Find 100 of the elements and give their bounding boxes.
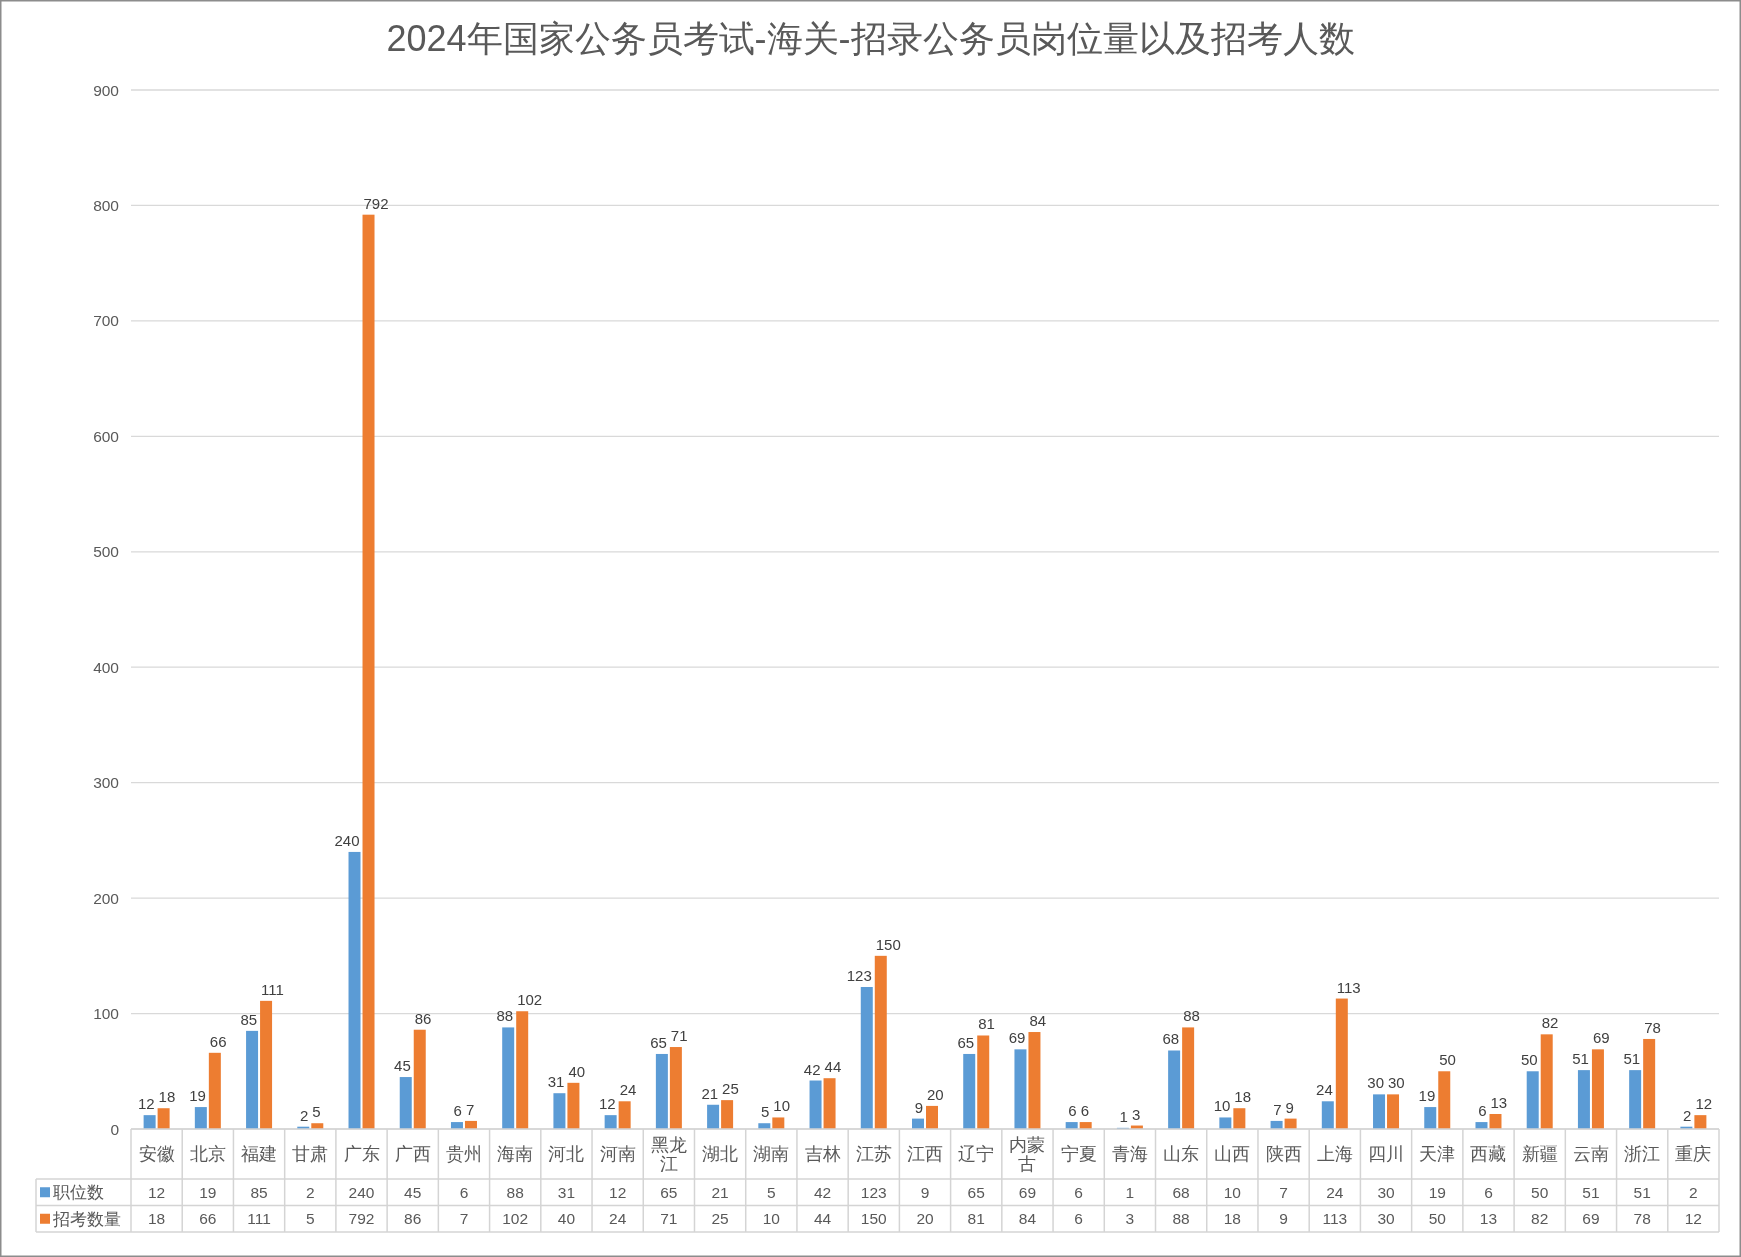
x-tick-label: 云南 bbox=[1572, 1144, 1609, 1165]
data-label: 65 bbox=[660, 1183, 678, 1201]
chart-title: 2024年国家公务员考试-海关-招录公务员岗位量以及招考人数 bbox=[386, 18, 1355, 59]
text: 9 bbox=[914, 1098, 923, 1116]
x-tick-label: 北京 bbox=[189, 1144, 226, 1165]
y-tick-label: 400 bbox=[93, 658, 120, 676]
text: 51 bbox=[1623, 1050, 1641, 1068]
data-label: 9 bbox=[920, 1183, 930, 1201]
text: 84 bbox=[1029, 1012, 1047, 1030]
data-label: 25 bbox=[711, 1210, 729, 1228]
text: 792 bbox=[363, 194, 389, 212]
x-tick-label: 山西 bbox=[1214, 1144, 1251, 1165]
text: 24 bbox=[1316, 1081, 1333, 1099]
text: 21 bbox=[701, 1084, 719, 1102]
data-label: 24 bbox=[1326, 1183, 1344, 1201]
data-label: 69 bbox=[1582, 1210, 1600, 1228]
x-tick-label: 广东 bbox=[343, 1144, 380, 1165]
y-tick-label: 500 bbox=[93, 543, 120, 561]
x-tick-label: 广西 bbox=[394, 1144, 431, 1165]
x-tick-label: 湖南 bbox=[753, 1144, 790, 1165]
text: 68 bbox=[1162, 1030, 1180, 1048]
data-label: 42 bbox=[813, 1183, 832, 1201]
text: 6 bbox=[1068, 1102, 1077, 1120]
x-tick-label: 辽宁 bbox=[958, 1144, 995, 1165]
data-label: 12 bbox=[147, 1183, 166, 1201]
data-label: 7 bbox=[1279, 1183, 1288, 1201]
data-label: 6 bbox=[1074, 1183, 1083, 1201]
x-tick-label: 福建 bbox=[241, 1144, 278, 1165]
data-label: 18 bbox=[147, 1210, 166, 1228]
data-label: 123 bbox=[860, 1183, 887, 1201]
data-label: 19 bbox=[199, 1183, 217, 1201]
data-label: 13 bbox=[1479, 1210, 1498, 1228]
text: 1 bbox=[1119, 1107, 1128, 1125]
text: 12 bbox=[598, 1095, 616, 1113]
data-label: 2 bbox=[1689, 1183, 1698, 1201]
data-label: 12 bbox=[609, 1183, 627, 1201]
y-tick-label: 600 bbox=[93, 427, 120, 445]
data-label: 85 bbox=[250, 1183, 268, 1201]
data-label: 81 bbox=[967, 1210, 985, 1228]
text: 6 bbox=[1080, 1102, 1090, 1120]
data-label: 113 bbox=[1322, 1210, 1348, 1228]
data-label: 84 bbox=[1018, 1210, 1037, 1228]
text: 111 bbox=[261, 980, 284, 998]
data-label: 71 bbox=[660, 1210, 678, 1228]
y-tick-label: 300 bbox=[93, 774, 120, 792]
data-label: 21 bbox=[711, 1183, 729, 1201]
x-tick-label: 山东 bbox=[1163, 1144, 1200, 1165]
x-tick-label: 新疆 bbox=[1521, 1144, 1558, 1165]
x-tick-label: 甘肃 bbox=[292, 1144, 329, 1165]
text: 71 bbox=[670, 1027, 688, 1045]
text: 30 bbox=[1388, 1074, 1405, 1092]
text: 69 bbox=[1008, 1029, 1026, 1047]
text: 113 bbox=[1336, 978, 1361, 996]
text: 18 bbox=[158, 1088, 176, 1106]
data-label: 24 bbox=[609, 1210, 627, 1228]
data-label: 1 bbox=[1125, 1183, 1135, 1201]
text: 40 bbox=[568, 1062, 586, 1080]
text: 86 bbox=[414, 1009, 432, 1027]
text: 88 bbox=[1183, 1007, 1200, 1025]
data-label: 65 bbox=[967, 1183, 985, 1201]
text: 51 bbox=[1572, 1050, 1589, 1068]
text: 50 bbox=[1439, 1051, 1456, 1069]
data-label: 240 bbox=[348, 1183, 375, 1201]
y-tick-label: 700 bbox=[93, 312, 120, 330]
x-tick-label: 湖北 bbox=[702, 1144, 739, 1165]
data-label: 40 bbox=[557, 1210, 576, 1228]
data-label: 31 bbox=[557, 1183, 576, 1201]
data-label: 6 bbox=[1484, 1183, 1493, 1201]
text: 12 bbox=[1695, 1095, 1713, 1113]
data-label: 20 bbox=[916, 1210, 934, 1228]
data-label: 66 bbox=[199, 1210, 217, 1228]
text: 24 bbox=[619, 1081, 637, 1099]
text: 2 bbox=[1683, 1106, 1692, 1124]
x-tick-label: 贵州 bbox=[445, 1144, 482, 1165]
y-tick-label: 800 bbox=[93, 196, 120, 214]
text: 30 bbox=[1367, 1074, 1385, 1092]
text: 81 bbox=[978, 1015, 995, 1033]
text: 88 bbox=[496, 1007, 514, 1025]
x-tick-label: 海南 bbox=[497, 1144, 534, 1165]
text: 45 bbox=[394, 1057, 411, 1075]
data-label: 82 bbox=[1531, 1210, 1549, 1228]
text: 123 bbox=[846, 967, 872, 984]
text: 12 bbox=[137, 1095, 155, 1113]
x-tick-label: 安徽 bbox=[138, 1144, 175, 1165]
y-tick-label: 200 bbox=[93, 889, 120, 907]
text: 150 bbox=[875, 935, 901, 953]
text: 65 bbox=[957, 1033, 975, 1051]
data-label: 111 bbox=[247, 1210, 271, 1228]
text: 102 bbox=[517, 991, 543, 1009]
text: 25 bbox=[722, 1080, 739, 1098]
data-label: 44 bbox=[813, 1210, 832, 1228]
data-label: 19 bbox=[1428, 1183, 1446, 1201]
data-label: 5 bbox=[305, 1210, 315, 1228]
text: 9 bbox=[1285, 1098, 1294, 1116]
data-label: 51 bbox=[1633, 1183, 1651, 1201]
text: 66 bbox=[209, 1032, 227, 1050]
x-tick-label: 江苏 bbox=[855, 1144, 892, 1165]
text: 50 bbox=[1521, 1051, 1538, 1069]
x-tick-label: 四川 bbox=[1368, 1144, 1405, 1165]
text: 240 bbox=[334, 831, 360, 849]
